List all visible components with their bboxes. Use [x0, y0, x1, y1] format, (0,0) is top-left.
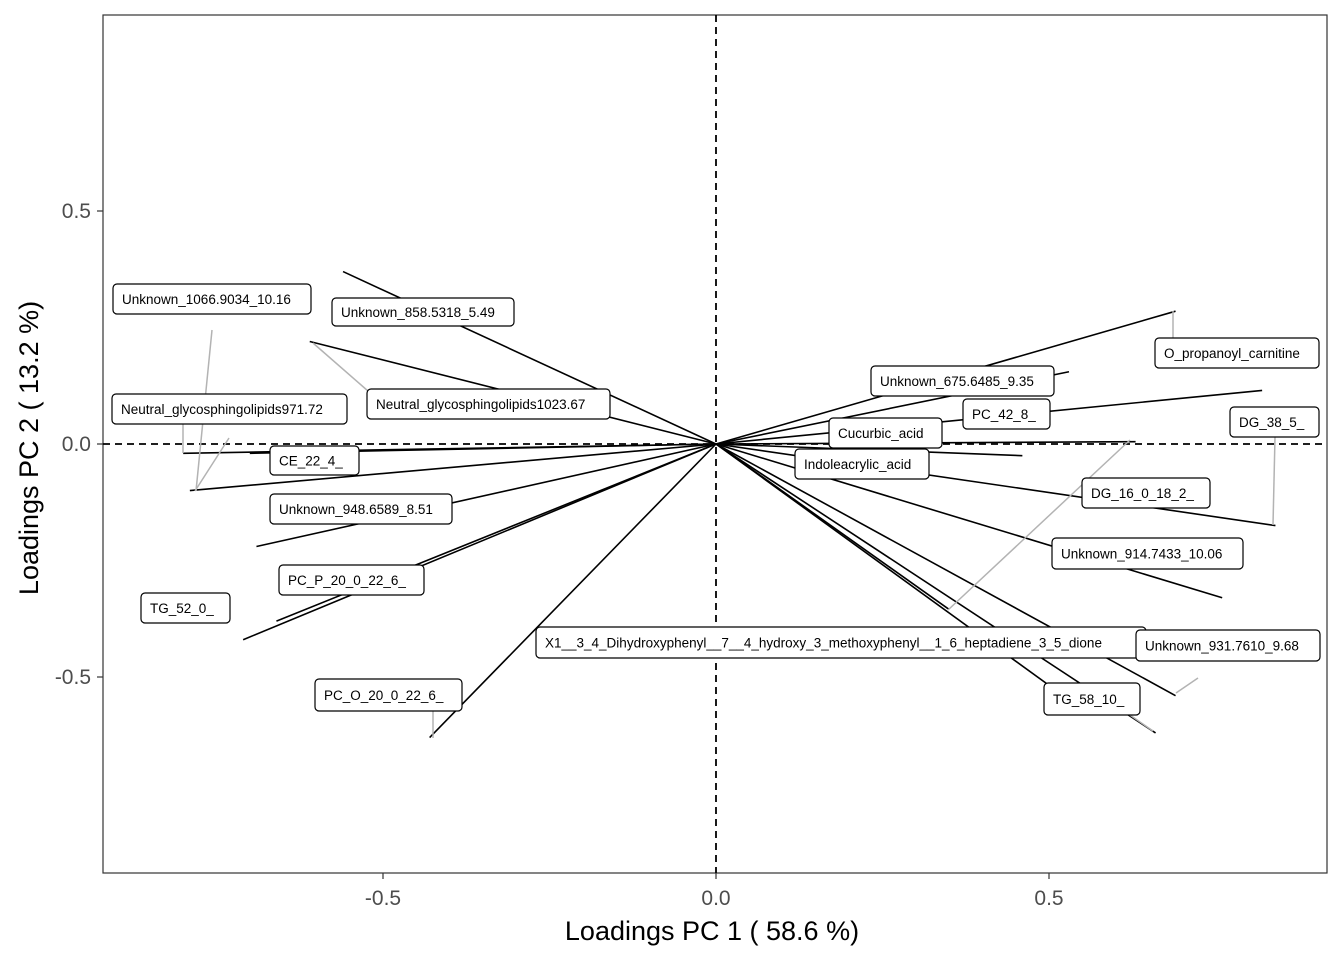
label-unknown-931-7610-9-68: Unknown_931.7610_9.68 [1135, 629, 1321, 662]
label-box [1043, 682, 1141, 716]
label-box [278, 564, 425, 596]
label-text: X1__3_4_Dihydroxyphenyl__7__4_hydroxy_3_… [545, 636, 1102, 651]
label-text: PC_O_20_0_22_6_ [324, 688, 444, 703]
label-indoleacrylic-acid: Indoleacrylic_acid [794, 448, 930, 480]
leader-unknown-931-7610-9-68 [1175, 677, 1199, 694]
label-text: PC_42_8_ [972, 407, 1036, 422]
leader-tg-58-10 [1129, 714, 1154, 732]
label-box [870, 365, 1055, 397]
label-text: Unknown_675.6485_9.35 [880, 374, 1034, 389]
label-x1-3-4-dihydroxyphenyl-7-4-hydroxy-3-methoxyphenyl-1-6-heptadiene-3-5-dione: X1__3_4_Dihydroxyphenyl__7__4_hydroxy_3_… [535, 626, 1147, 659]
label-box [1081, 477, 1211, 509]
vector-pc-o-20-0-22-6 [429, 443, 717, 739]
leader-neutral-glycosphingolipids1023-67 [312, 342, 369, 392]
label-box [1154, 337, 1320, 369]
label-unknown-858-5318-5-49: Unknown_858.5318_5.49 [331, 297, 515, 327]
label-unknown-948-6589-8-51: Unknown_948.6589_8.51 [269, 493, 453, 525]
label-text: Unknown_858.5318_5.49 [341, 305, 495, 320]
label-neutral-glycosphingolipids1023-67: Neutral_glycosphingolipids1023.67 [366, 388, 611, 420]
label-unknown-1066-9034-10-16: Unknown_1066.9034_10.16 [112, 283, 312, 315]
label-text: Cucurbic_acid [838, 426, 924, 441]
label-dg-16-0-18-2: DG_16_0_18_2_ [1081, 477, 1211, 509]
label-text: DG_16_0_18_2_ [1091, 486, 1194, 501]
vector-tg-58-10 [715, 443, 1090, 715]
label-text: Unknown_948.6589_8.51 [279, 502, 433, 517]
label-text: Indoleacrylic_acid [804, 457, 911, 472]
label-text: Neutral_glycosphingolipids1023.67 [376, 397, 585, 412]
label-text: CE_22_4_ [279, 454, 343, 469]
x-tick-label: 0.0 [701, 887, 730, 910]
label-box [794, 448, 930, 480]
label-neutral-glycosphingolipids971-72: Neutral_glycosphingolipids971.72 [111, 393, 348, 425]
label-box [1051, 537, 1244, 570]
label-text: TG_52_0_ [150, 601, 214, 616]
leader-dg-38-5 [1272, 436, 1276, 526]
y-tick-label: -0.5 [55, 666, 91, 689]
label-text: O_propanoyl_carnitine [1164, 346, 1300, 361]
label-box [828, 417, 943, 449]
label-box [366, 388, 611, 420]
label-text: TG_58_10_ [1053, 692, 1125, 707]
label-unknown-675-6485-9-35: Unknown_675.6485_9.35 [870, 365, 1055, 397]
y-axis-title: Loadings PC 2 ( 13.2 %) [14, 301, 44, 595]
vector-unknown-1066-9034-10-16 [189, 443, 717, 492]
x-tick-label: 0.5 [1034, 887, 1063, 910]
label-box [269, 493, 453, 525]
label-dg-38-5: DG_38_5_ [1229, 406, 1320, 438]
reference-lines [103, 15, 1327, 873]
vector-labels: Unknown_1066.9034_10.16 Unknown_858.5318_… [111, 283, 1321, 716]
label-tg-58-10: TG_58_10_ [1043, 682, 1141, 716]
label-text: PC_P_20_0_22_6_ [288, 573, 406, 588]
label-text: Neutral_glycosphingolipids971.72 [121, 402, 323, 417]
label-text: Unknown_914.7433_10.06 [1061, 547, 1222, 562]
label-unknown-914-7433-10-06: Unknown_914.7433_10.06 [1051, 537, 1244, 570]
label-text: Unknown_1066.9034_10.16 [122, 292, 291, 307]
label-box [962, 398, 1051, 430]
label-tg-52-0: TG_52_0_ [140, 592, 231, 624]
y-tick-label: 0.0 [62, 433, 91, 456]
label-box [111, 393, 348, 425]
label-cucurbic-acid: Cucurbic_acid [828, 417, 943, 449]
x-tick-label: -0.5 [365, 887, 401, 910]
label-box [112, 283, 312, 315]
label-box [314, 678, 463, 712]
label-ce-22-4: CE_22_4_ [269, 445, 360, 476]
label-pc-o-20-0-22-6: PC_O_20_0_22_6_ [314, 678, 463, 712]
label-box [331, 297, 515, 327]
label-text: DG_38_5_ [1239, 415, 1305, 430]
x-axis-title: Loadings PC 1 ( 58.6 %) [565, 916, 859, 946]
label-box [1229, 406, 1320, 438]
vector-unknown-948-6589-8-51 [256, 443, 717, 548]
y-tick-label: 0.5 [62, 200, 91, 223]
label-box [140, 592, 231, 624]
leader-neutral-glycosphingolipids971-72 [194, 437, 230, 492]
label-pc-p-20-0-22-6: PC_P_20_0_22_6_ [278, 564, 425, 596]
label-text: Unknown_931.7610_9.68 [1145, 639, 1299, 654]
label-o-propanoyl-carnitine: O_propanoyl_carnitine [1154, 337, 1320, 369]
label-pc-42-8: PC_42_8_ [962, 398, 1051, 430]
label-box [1135, 629, 1321, 662]
axes: -0.5 0.0 0.5 -0.5 0.0 0.5 [55, 200, 1064, 910]
label-box [269, 445, 360, 476]
vector-pc-p-20-0-22-6 [242, 443, 717, 641]
leader-unknown-914-7433-10-06 [947, 439, 1131, 611]
